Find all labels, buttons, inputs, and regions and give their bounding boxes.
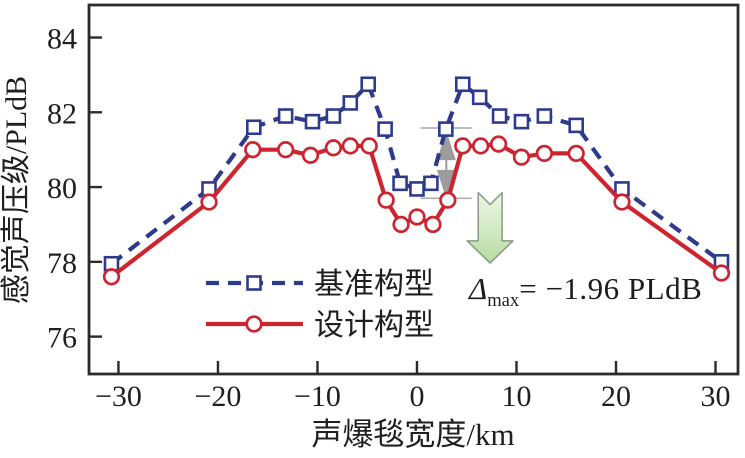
x-tick-label: 20 [601, 380, 631, 413]
series-marker-square [454, 76, 471, 93]
series-marker-square [423, 175, 439, 192]
series-marker-circle [472, 137, 490, 155]
series-baseline-line [110, 82, 723, 266]
series-marker-circle [408, 208, 426, 226]
y-tick-label: 78 [47, 247, 77, 280]
series-marker-square [342, 95, 359, 111]
series-marker-circle [360, 137, 378, 155]
series-marker-circle [341, 137, 359, 155]
legend-label-design: 设计构型 [314, 309, 434, 342]
series-marker-circle [424, 215, 442, 234]
x-tick-label: −30 [95, 380, 142, 413]
series-marker-circle [512, 148, 531, 166]
legend-label-baseline: 基准构型 [314, 268, 434, 301]
series-marker-circle [377, 191, 395, 209]
series-marker-circle [276, 141, 295, 159]
axes-layer: −30 −20 −10 0 10 20 30 76 78 80 82 84 [47, 3, 740, 413]
x-tick-label: 10 [501, 380, 531, 413]
y-axis-label: 感觉声压级/PLdB [0, 76, 33, 304]
series-marker-square [513, 113, 530, 130]
x-tick-label: 0 [409, 380, 424, 413]
series-layer [102, 76, 731, 286]
delta-subscript: max [487, 290, 520, 312]
series-marker-square [304, 113, 321, 130]
series-marker-circle [324, 139, 343, 157]
plot-frame [87, 3, 740, 376]
series-marker-circle [454, 137, 472, 155]
x-tick-label: 30 [701, 380, 731, 413]
x-tick-label: −10 [294, 380, 341, 413]
series-design [102, 135, 731, 286]
series-marker-square [536, 108, 553, 124]
series-marker-circle [535, 144, 554, 163]
series-marker-square [277, 108, 294, 124]
y-tick-label: 82 [47, 97, 77, 130]
series-marker-square [377, 121, 393, 137]
series-baseline [103, 76, 730, 272]
delta-arrow-up-head [436, 130, 456, 161]
y-tick-label: 80 [47, 172, 77, 205]
series-marker-square [438, 121, 454, 137]
x-tick-label: −20 [195, 380, 242, 413]
delta-max-annotation: Δmax= −1.96 PLdB [469, 271, 702, 312]
series-marker-square [325, 108, 342, 124]
series-marker-circle [712, 264, 731, 282]
legend: 基准构型 设计构型 [206, 268, 434, 342]
series-marker-square [568, 117, 584, 134]
series-marker-circle [245, 315, 263, 333]
series-marker-square [246, 275, 262, 291]
y-tick-label: 84 [47, 23, 77, 56]
series-marker-circle [489, 135, 508, 153]
series-marker-circle [301, 146, 320, 164]
green-down-arrow [466, 191, 514, 264]
delta-value: = −1.96 PLdB [519, 271, 703, 306]
series-marker-square [245, 119, 262, 136]
annotation-graphics-layer [420, 127, 514, 264]
series-marker-square [392, 175, 408, 192]
series-marker-circle [613, 193, 631, 211]
series-marker-circle [244, 141, 262, 159]
y-tick-label: 76 [47, 322, 77, 355]
x-axis-label: 声爆毯宽度/km [311, 417, 514, 452]
series-marker-square [409, 181, 425, 197]
delta-arrow-down-head [436, 169, 456, 200]
series-marker-circle [567, 144, 585, 163]
series-marker-circle [200, 193, 218, 211]
series-marker-circle [102, 268, 121, 286]
series-marker-square [471, 89, 488, 106]
series-marker-square [360, 76, 377, 93]
delta-symbol: Δ [469, 271, 488, 306]
series-marker-square [491, 108, 508, 124]
series-marker-circle [439, 191, 457, 209]
series-marker-circle [392, 215, 410, 234]
